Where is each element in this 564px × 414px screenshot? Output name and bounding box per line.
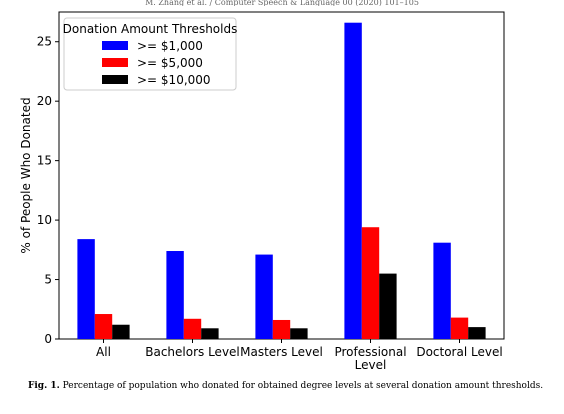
caption-text: Percentage of population who donated for…: [62, 381, 544, 391]
bar: [272, 319, 291, 339]
bar: [468, 327, 486, 339]
y-axis-label: % of People Who Donated: [19, 97, 33, 253]
x-tick-label: Doctoral Level: [416, 345, 502, 359]
legend-box: [63, 17, 237, 91]
bar: [201, 328, 219, 339]
bars: [77, 22, 486, 340]
x-tick-label: Level: [355, 358, 387, 372]
bar: [450, 317, 469, 339]
caption-label: Fig. 1.: [28, 381, 60, 391]
y-axis: 0 5 10 15 20 25: [37, 35, 59, 346]
bar: [361, 227, 380, 339]
x-tick-label: Bachelors Level: [145, 345, 240, 359]
y-tick-label: 5: [44, 273, 52, 287]
y-tick-label: 10: [37, 213, 52, 227]
x-tick-label: All: [96, 345, 111, 359]
figure-caption: Fig. 1. Percentage of population who don…: [28, 381, 558, 391]
y-tick-label: 20: [37, 94, 52, 108]
bar: [379, 273, 397, 339]
x-axis: All Bachelors Level Masters Level Professio…: [96, 339, 503, 372]
bar: [112, 324, 130, 339]
bar: [344, 22, 362, 340]
legend-entry: >= $10,000: [137, 73, 211, 87]
legend-swatch: [102, 58, 128, 67]
y-tick-label: 25: [37, 35, 52, 49]
bar: [166, 251, 184, 339]
x-tick-label: Masters Level: [240, 345, 323, 359]
legend-swatch: [102, 41, 128, 50]
x-tick-label: Professional: [334, 345, 406, 359]
legend-swatch: [102, 75, 128, 84]
page-header-text: M. Zhang et al. / Computer Speech & Lang…: [145, 0, 419, 6]
bar: [433, 242, 451, 339]
legend-entry: >= $1,000: [137, 39, 203, 53]
bar: [77, 239, 95, 339]
bar: [94, 314, 113, 339]
bar: [255, 254, 273, 339]
bar: [290, 328, 308, 339]
y-tick-label: 0: [44, 332, 52, 346]
legend-title: Donation Amount Thresholds: [63, 22, 238, 36]
bar: [183, 318, 202, 339]
y-tick-label: 15: [37, 154, 52, 168]
legend-entry: >= $5,000: [137, 56, 203, 70]
legend: Donation Amount Thresholds >= $1,000 >= $5…: [63, 17, 238, 91]
